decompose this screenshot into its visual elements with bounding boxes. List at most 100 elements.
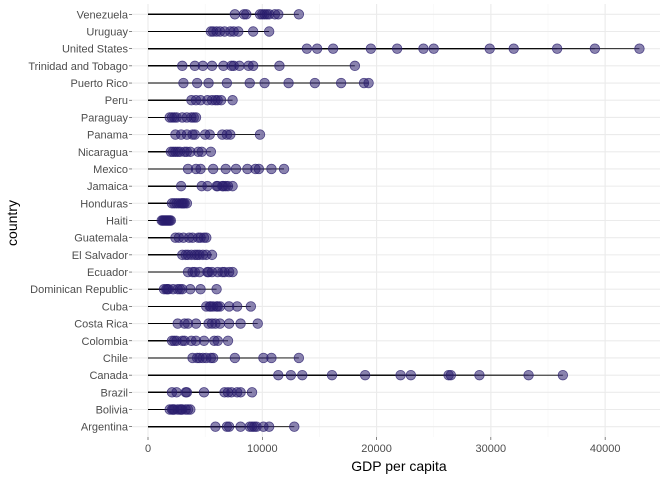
y-tick-label: Haiti xyxy=(106,216,128,228)
data-point xyxy=(191,77,203,89)
y-tick-label: Costa Rica xyxy=(74,319,129,331)
data-point xyxy=(283,77,294,89)
y-tick-label: Puerto Rico xyxy=(71,78,128,90)
data-point xyxy=(214,318,226,329)
data-point xyxy=(293,9,305,20)
data-point xyxy=(190,318,202,329)
data-point xyxy=(474,369,485,381)
data-point xyxy=(227,95,238,106)
data-point xyxy=(311,43,323,54)
y-tick-label: Panama xyxy=(87,130,129,142)
data-point xyxy=(206,249,218,261)
data-point xyxy=(245,301,257,312)
data-point xyxy=(230,163,242,175)
data-point xyxy=(418,43,429,54)
data-point xyxy=(207,163,219,175)
data-point xyxy=(231,301,243,312)
data-point xyxy=(293,352,305,364)
data-point xyxy=(365,43,377,54)
data-point xyxy=(309,77,321,89)
y-tick-label: Bolivia xyxy=(96,405,129,417)
data-point xyxy=(175,180,187,192)
data-point xyxy=(327,43,339,54)
data-point xyxy=(395,369,406,381)
y-tick-label: Venezuela xyxy=(77,9,129,21)
data-point xyxy=(266,163,277,175)
y-tick-label: Honduras xyxy=(80,198,128,210)
data-point xyxy=(252,318,263,329)
data-point xyxy=(205,146,217,157)
data-point xyxy=(220,163,231,175)
y-tick-label: United States xyxy=(62,44,129,56)
y-tick-label: Ecuador xyxy=(87,267,128,279)
data-point xyxy=(235,318,246,329)
y-axis-title: country xyxy=(4,200,20,246)
y-axis-tick-labels: Argentina Bolivia Brazil Canada Chile Colombi… xyxy=(28,9,132,434)
data-point xyxy=(266,352,277,364)
data-point xyxy=(557,369,569,381)
x-axis-title: GDP per capita xyxy=(351,458,447,474)
data-point xyxy=(301,43,313,54)
y-tick-label: Canada xyxy=(89,370,128,382)
data-point xyxy=(204,129,215,140)
data-points xyxy=(156,9,645,432)
data-point xyxy=(335,77,347,89)
data-point xyxy=(189,129,201,140)
y-tick-label: Jamaica xyxy=(87,181,129,193)
data-point xyxy=(263,26,275,37)
x-tick-label: 20000 xyxy=(361,443,392,455)
data-point xyxy=(198,335,210,346)
data-point xyxy=(508,43,519,54)
data-point xyxy=(484,43,495,54)
data-point xyxy=(223,318,235,329)
data-point xyxy=(445,369,457,381)
data-point xyxy=(190,112,202,123)
data-point xyxy=(211,284,222,295)
data-point xyxy=(202,180,213,192)
data-point xyxy=(227,266,238,278)
data-point xyxy=(178,77,189,89)
data-point xyxy=(181,198,193,209)
data-point xyxy=(241,9,252,20)
data-point xyxy=(349,60,361,72)
data-point xyxy=(201,232,212,243)
data-point xyxy=(235,421,246,432)
data-point xyxy=(197,60,209,72)
data-point xyxy=(222,335,234,346)
x-tick-label: 30000 xyxy=(476,443,507,455)
data-point xyxy=(198,387,210,398)
y-tick-label: Brazil xyxy=(100,387,128,399)
y-tick-label: Guatemala xyxy=(74,233,129,245)
data-point xyxy=(289,421,300,432)
data-point xyxy=(223,421,235,432)
data-point xyxy=(203,77,214,89)
data-point xyxy=(278,163,290,175)
x-axis-tick-labels: 0 10000 20000 30000 40000 xyxy=(145,437,620,455)
data-point xyxy=(235,387,246,398)
data-point xyxy=(171,387,182,398)
data-point xyxy=(273,9,284,20)
y-tick-label: Colombia xyxy=(82,336,129,348)
data-point xyxy=(227,180,238,192)
data-point xyxy=(326,369,338,381)
y-tick-label: Chile xyxy=(103,353,128,365)
data-point xyxy=(247,26,259,37)
data-point xyxy=(274,60,285,72)
y-tick-label: Uruguay xyxy=(86,26,128,38)
data-point xyxy=(391,43,403,54)
y-tick-label: Paraguay xyxy=(81,112,129,124)
data-point xyxy=(225,129,236,140)
data-point xyxy=(263,421,275,432)
data-point xyxy=(195,163,206,175)
data-point xyxy=(229,9,241,20)
data-point xyxy=(210,421,221,432)
data-point xyxy=(285,369,297,381)
data-point xyxy=(428,43,439,54)
data-point xyxy=(273,369,284,381)
data-point xyxy=(185,404,196,415)
data-point xyxy=(196,146,207,157)
data-point xyxy=(246,387,258,398)
data-point xyxy=(165,215,177,226)
data-point xyxy=(207,352,219,364)
